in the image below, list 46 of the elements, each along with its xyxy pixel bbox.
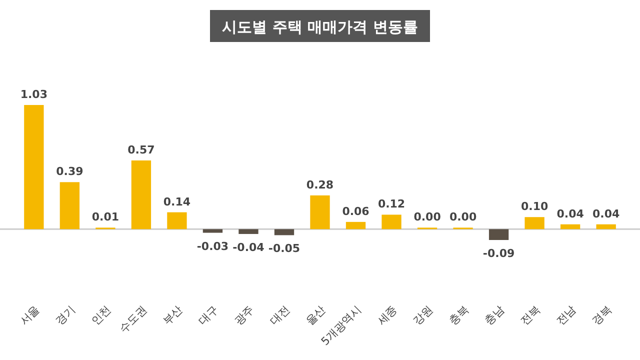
x-tick-label: 대전	[268, 302, 292, 328]
chart-title: 시도별 주택 매매가격 변동률	[222, 18, 418, 36]
bar	[167, 212, 187, 230]
bar	[488, 229, 509, 240]
data-label: -0.03	[196, 240, 229, 253]
bar	[524, 217, 544, 230]
data-label: 0.39	[56, 165, 84, 178]
bar	[131, 160, 152, 230]
bar	[274, 229, 294, 236]
bar	[310, 195, 330, 230]
bar	[346, 222, 366, 230]
data-label: 0.04	[556, 207, 584, 220]
data-label: 0.28	[306, 178, 334, 192]
bar	[382, 214, 402, 230]
data-label: -0.09	[482, 247, 515, 260]
bar	[202, 229, 223, 233]
bar	[596, 224, 616, 230]
x-tick-label: 광주	[232, 302, 257, 328]
data-label: 0.12	[378, 198, 406, 211]
data-label: 0.00	[449, 210, 477, 224]
data-label: 0.06	[342, 204, 370, 218]
x-tick-label: 충북	[446, 302, 472, 328]
data-label: 0.01	[92, 210, 120, 224]
data-label: 0.14	[163, 195, 191, 208]
bar	[238, 229, 258, 234]
x-tick-label: 전남	[554, 302, 578, 328]
x-tick-label: 부산	[160, 302, 186, 328]
x-tick-label: 서울	[17, 302, 42, 328]
x-tick-label: 충남	[482, 302, 507, 328]
data-label: -0.05	[268, 242, 300, 256]
data-label: 0.04	[592, 207, 620, 220]
data-label: 0.10	[520, 200, 548, 214]
x-tick-label: 대구	[196, 302, 221, 328]
bar	[560, 224, 580, 230]
bar	[60, 182, 80, 230]
bar	[24, 105, 44, 230]
x-tick-label: 강원	[410, 302, 436, 328]
x-tick-label: 전북	[518, 302, 543, 328]
data-label: 0.00	[414, 210, 442, 224]
x-tick-label: 세종	[374, 302, 400, 328]
data-label: 1.03	[20, 88, 48, 101]
x-tick-label: 인천	[88, 302, 114, 328]
data-label: -0.04	[232, 240, 265, 254]
data-label: 0.57	[128, 143, 155, 156]
x-tick-label: 경북	[589, 302, 614, 328]
x-tick-label: 경기	[53, 302, 78, 328]
